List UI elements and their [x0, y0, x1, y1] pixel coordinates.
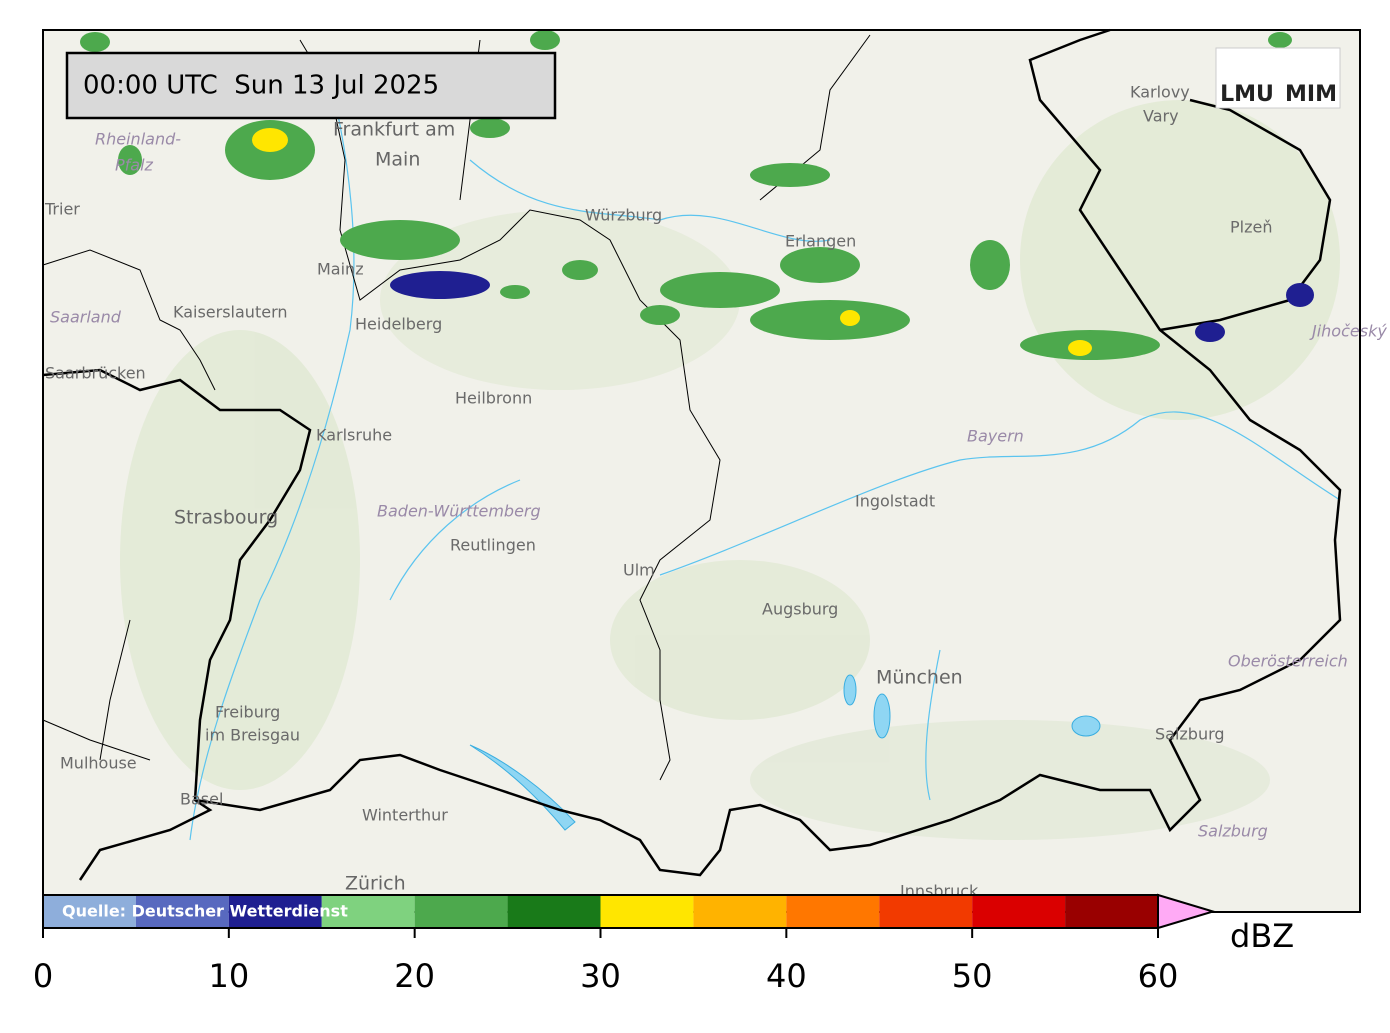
place-labels: Frankfurt am Main Rheinland- Pfalz Trier…	[44, 83, 1387, 901]
place-label: Zürich	[345, 873, 406, 895]
logo-box	[1215, 47, 1341, 109]
place-label: Jihočeský	[1309, 322, 1387, 341]
place-label: Saarland	[50, 308, 122, 327]
colorbar-segment	[600, 895, 694, 928]
place-label: München	[876, 667, 963, 689]
place-label: Würzburg	[585, 206, 662, 225]
colorbar-segment	[507, 895, 601, 928]
place-label: Saarbrücken	[45, 364, 146, 383]
place-label: Mainz	[317, 260, 364, 279]
logo-text: MIM	[1285, 82, 1337, 107]
place-label: Mulhouse	[60, 754, 137, 773]
timestamp: 00:00 UTC Sun 13 Jul 2025	[83, 71, 439, 101]
colorbar-segment	[1065, 895, 1158, 928]
place-label: Heilbronn	[455, 389, 532, 408]
place-label: Strasbourg	[174, 507, 278, 529]
place-label: Ingolstadt	[855, 492, 935, 511]
place-label: Augsburg	[762, 600, 838, 619]
colorbar-tick-label: 60	[1138, 957, 1179, 995]
unit-label: dBZ	[1230, 917, 1294, 955]
place-label: Trier	[44, 200, 80, 219]
lakes	[469, 674, 1101, 831]
colorbar-segment	[135, 895, 229, 928]
place-label: Salzburg	[1155, 725, 1225, 744]
colorbar-segment	[321, 895, 415, 928]
colorbar-tick-label: 30	[580, 957, 621, 995]
place-label: Vary	[1143, 107, 1179, 126]
place-label: Karlovy	[1130, 83, 1190, 102]
place-label: Baden-Württemberg	[377, 502, 541, 521]
rivers	[189, 79, 1341, 841]
place-label: Main	[375, 149, 420, 171]
place-label: Winterthur	[362, 806, 448, 825]
place-label: Kaiserslautern	[173, 303, 288, 322]
place-label: Oberösterreich	[1228, 652, 1348, 671]
place-label: Reutlingen	[450, 536, 536, 555]
place-label: Pfalz	[115, 156, 154, 175]
place-label: Erlangen	[785, 232, 856, 251]
place-label: Bayern	[967, 427, 1024, 446]
colorbar-tick-label: 40	[766, 957, 807, 995]
place-label: Salzburg	[1198, 822, 1268, 841]
colorbar-segment	[43, 895, 136, 928]
colorbar: Quelle: Deutscher Wetterdienst dBZ 0 10 20 30…	[33, 893, 1294, 995]
place-label: Basel	[180, 790, 223, 809]
logo: LMU MIM	[1215, 47, 1341, 109]
place-label: Ulm	[623, 561, 655, 580]
place-label: Karlsruhe	[316, 426, 392, 445]
colorbar-segment	[879, 895, 973, 928]
radar-echoes	[80, 30, 1314, 360]
place-label: Freiburg	[215, 703, 280, 722]
colorbar-tick-label: 20	[394, 957, 435, 995]
place-label: Heidelberg	[355, 315, 442, 334]
place-label: im Breisgau	[205, 726, 300, 745]
logo-text: LMU	[1220, 82, 1274, 107]
place-label: Plzeň	[1230, 218, 1272, 237]
country-borders	[42, 28, 1342, 881]
place-label: Frankfurt am	[333, 119, 455, 141]
colorbar-segment	[693, 895, 787, 928]
place-label: Rheinland-	[95, 130, 181, 149]
colorbar-segment	[972, 895, 1066, 928]
colorbar-segment	[786, 895, 880, 928]
colorbar-tick-label: 50	[952, 957, 993, 995]
source-label: Quelle: Deutscher Wetterdienst	[62, 902, 348, 921]
timestamp-box	[65, 51, 557, 120]
colorbar-tick-label: 0	[33, 957, 53, 995]
colorbar-segment	[414, 895, 508, 928]
colorbar-tick-label: 10	[208, 957, 249, 995]
colorbar-segment	[228, 895, 322, 928]
